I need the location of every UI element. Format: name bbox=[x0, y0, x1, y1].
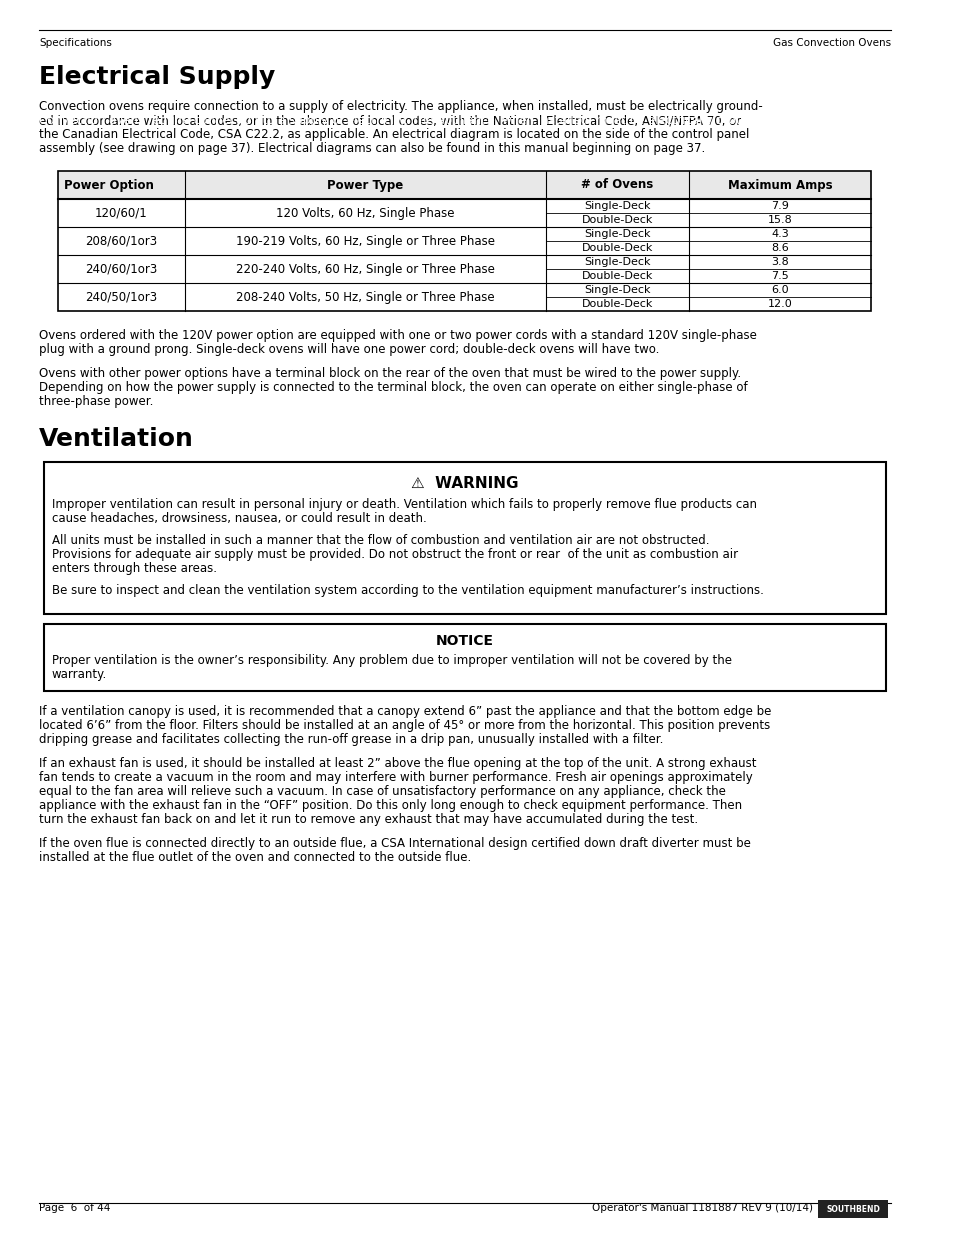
Bar bbox=[58, 170, 871, 199]
Text: All units must be installed in such a manner that the flow of combustion and ven: All units must be installed in such a ma… bbox=[51, 534, 708, 547]
Text: Double-Deck: Double-Deck bbox=[581, 243, 653, 253]
Text: If an exhaust fan is used, it should be installed at least 2” above the flue ope: If an exhaust fan is used, it should be … bbox=[39, 757, 756, 769]
Text: three-phase power.: three-phase power. bbox=[39, 395, 153, 408]
Text: 6.0: 6.0 bbox=[770, 285, 788, 295]
Text: equal to the fan area will relieve such a vacuum. In case of unsatisfactory perf: equal to the fan area will relieve such … bbox=[39, 785, 725, 798]
Text: Ventilation: Ventilation bbox=[39, 427, 193, 451]
Text: 7.5: 7.5 bbox=[770, 270, 788, 282]
Text: Single-Deck: Single-Deck bbox=[583, 228, 650, 240]
Text: installed at the flue outlet of the oven and connected to the outside flue.: installed at the flue outlet of the oven… bbox=[39, 851, 471, 864]
Text: 12.0: 12.0 bbox=[767, 299, 792, 309]
Text: Improper ventilation can result in personal injury or death. Ventilation which f: Improper ventilation can result in perso… bbox=[51, 498, 756, 511]
Text: appliance with the exhaust fan in the “OFF” position. Do this only long enough t: appliance with the exhaust fan in the “O… bbox=[39, 799, 741, 811]
Text: Convection ovens require connection to a supply of electricity. The appliance, w: Convection ovens require connection to a… bbox=[39, 100, 762, 112]
Text: ed in accordance with local codes, or in the absence of local codes, with the Na: ed in accordance with local codes, or in… bbox=[39, 114, 740, 127]
Text: SOUTHBEND: SOUTHBEND bbox=[825, 1204, 879, 1214]
Text: If a ventilation canopy is used, it is recommended that a canopy extend 6” past : If a ventilation canopy is used, it is r… bbox=[39, 705, 771, 718]
Text: Page  6  of 44: Page 6 of 44 bbox=[39, 1203, 111, 1213]
Text: located 6’6” from the floor. Filters should be installed at an angle of 45° or m: located 6’6” from the floor. Filters sho… bbox=[39, 719, 769, 732]
Text: 190-219 Volts, 60 Hz, Single or Three Phase: 190-219 Volts, 60 Hz, Single or Three Ph… bbox=[235, 235, 495, 247]
Text: warranty.: warranty. bbox=[51, 668, 107, 680]
Text: Single-Deck: Single-Deck bbox=[583, 285, 650, 295]
Text: 8.6: 8.6 bbox=[770, 243, 788, 253]
Text: Double-Deck: Double-Deck bbox=[581, 299, 653, 309]
Text: fan tends to create a vacuum in the room and may interfere with burner performan: fan tends to create a vacuum in the room… bbox=[39, 771, 752, 784]
Text: Ovens with other power options have a terminal block on the rear of the oven tha: Ovens with other power options have a te… bbox=[39, 367, 740, 380]
Text: Single-Deck: Single-Deck bbox=[583, 201, 650, 211]
Text: Gas Convection Ovens: Gas Convection Ovens bbox=[772, 38, 890, 48]
Bar bbox=[817, 1200, 887, 1218]
Text: 7.9: 7.9 bbox=[770, 201, 788, 211]
Text: turn the exhaust fan back on and let it run to remove any exhaust that may have : turn the exhaust fan back on and let it … bbox=[39, 813, 698, 826]
Bar bbox=[58, 170, 871, 311]
Text: Operator's Manual 1181887 REV 9 (10/14): Operator's Manual 1181887 REV 9 (10/14) bbox=[592, 1203, 812, 1213]
Text: ⚠  WARNING: ⚠ WARNING bbox=[411, 475, 518, 492]
Text: Depending on how the power supply is connected to the terminal block, the oven c: Depending on how the power supply is con… bbox=[39, 382, 747, 394]
Text: Double-Deck: Double-Deck bbox=[581, 270, 653, 282]
Text: Maximum Amps: Maximum Amps bbox=[727, 179, 831, 191]
Text: Provisions for adequate air supply must be provided. Do not obstruct the front o: Provisions for adequate air supply must … bbox=[51, 548, 737, 561]
Text: 120/60/1: 120/60/1 bbox=[95, 206, 148, 220]
Bar bbox=[44, 624, 885, 692]
Text: If the oven flue is connected directly to an outside flue, a CSA International d: If the oven flue is connected directly t… bbox=[39, 837, 750, 850]
Text: assembly (see drawing on page 37). Electrical diagrams can also be found in this: assembly (see drawing on page 37). Elect… bbox=[39, 142, 704, 156]
Text: 4.3: 4.3 bbox=[770, 228, 788, 240]
Text: Single-Deck: Single-Deck bbox=[583, 257, 650, 267]
Text: Double-Deck: Double-Deck bbox=[581, 215, 653, 225]
Text: NOTICE: NOTICE bbox=[436, 634, 494, 648]
Text: 240/60/1or3: 240/60/1or3 bbox=[85, 263, 157, 275]
Text: Proper ventilation is the owner’s responsibility. Any problem due to improper ve: Proper ventilation is the owner’s respon… bbox=[51, 655, 731, 667]
Text: Ovens ordered with the 120V power option are equipped with one or two power cord: Ovens ordered with the 120V power option… bbox=[39, 329, 756, 342]
Text: Power Type: Power Type bbox=[327, 179, 403, 191]
Text: Electrical Supply: Electrical Supply bbox=[39, 65, 275, 89]
Text: plug with a ground prong. Single-deck ovens will have one power cord; double-dec: plug with a ground prong. Single-deck ov… bbox=[39, 343, 659, 356]
Text: Be sure to inspect and clean the ventilation system according to the ventilation: Be sure to inspect and clean the ventila… bbox=[51, 584, 762, 597]
Text: Power Option: Power Option bbox=[64, 179, 154, 191]
Text: the Canadian Electrical Code, CSA C22.2, as applicable. An electrical diagram is: the Canadian Electrical Code, CSA C22.2,… bbox=[39, 128, 749, 141]
Bar bbox=[44, 462, 885, 614]
Text: 240/50/1or3: 240/50/1or3 bbox=[86, 290, 157, 304]
Text: 15.8: 15.8 bbox=[767, 215, 792, 225]
Text: # of Ovens: # of Ovens bbox=[580, 179, 653, 191]
Text: Specifications: Specifications bbox=[39, 38, 112, 48]
Text: 3.8: 3.8 bbox=[770, 257, 788, 267]
Text: 208/60/1or3: 208/60/1or3 bbox=[86, 235, 157, 247]
Text: 120 Volts, 60 Hz, Single Phase: 120 Volts, 60 Hz, Single Phase bbox=[275, 206, 455, 220]
Text: cause headaches, drowsiness, nausea, or could result in death.: cause headaches, drowsiness, nausea, or … bbox=[51, 513, 426, 525]
Text: enters through these areas.: enters through these areas. bbox=[51, 562, 216, 576]
Text: dripping grease and facilitates collecting the run-off grease in a drip pan, unu: dripping grease and facilitates collecti… bbox=[39, 734, 662, 746]
Text: 220-240 Volts, 60 Hz, Single or Three Phase: 220-240 Volts, 60 Hz, Single or Three Ph… bbox=[235, 263, 495, 275]
Text: 208-240 Volts, 50 Hz, Single or Three Phase: 208-240 Volts, 50 Hz, Single or Three Ph… bbox=[235, 290, 495, 304]
Text: Convection ovens require connection to a supply of electricity. The appliance, w: Convection ovens require connection to a… bbox=[39, 114, 762, 127]
